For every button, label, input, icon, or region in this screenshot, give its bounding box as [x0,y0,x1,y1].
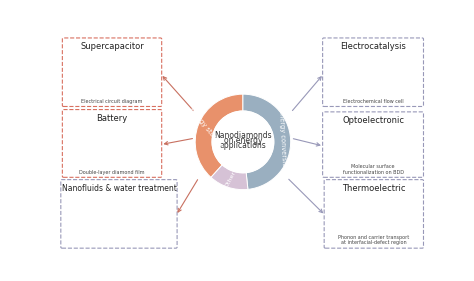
Text: Thermoelectric: Thermoelectric [342,184,406,193]
Text: on energy: on energy [224,136,262,145]
Text: Supercapacitor: Supercapacitor [80,42,144,51]
Text: Energy storage: Energy storage [188,106,225,149]
Text: Phonon and carrier transport
at interfacial-defect region: Phonon and carrier transport at interfac… [338,235,410,246]
Text: Electrical circuit diagram: Electrical circuit diagram [82,99,143,104]
Text: Nanofluids & water treatment: Nanofluids & water treatment [62,184,176,193]
Bar [70,47,153,98]
FancyBboxPatch shape [323,112,423,177]
FancyBboxPatch shape [63,110,162,177]
Text: Electrochemical flow cell: Electrochemical flow cell [343,99,403,104]
Text: Molecular surface
functionalization on BDD: Molecular surface functionalization on B… [343,164,403,175]
Text: Energy conversion: Energy conversion [277,109,287,171]
Wedge shape [211,165,248,190]
Text: Other: Other [224,170,237,188]
Wedge shape [243,94,291,189]
FancyBboxPatch shape [324,180,423,248]
Bar [330,122,416,169]
FancyBboxPatch shape [61,180,177,248]
Bar [331,192,416,241]
Text: Electrocatalysis: Electrocatalysis [340,42,406,51]
Text: Double-layer diamond film: Double-layer diamond film [79,170,145,175]
Text: Nanodiamonds: Nanodiamonds [214,131,272,140]
Text: Battery: Battery [96,114,128,123]
Text: applications: applications [219,141,266,150]
FancyBboxPatch shape [63,38,162,106]
Wedge shape [195,94,243,177]
FancyBboxPatch shape [323,38,423,106]
Bar [330,47,416,98]
Text: Optoelectronic: Optoelectronic [342,116,404,125]
Bar [66,192,174,241]
Circle shape [212,111,273,173]
Bar [70,119,153,169]
